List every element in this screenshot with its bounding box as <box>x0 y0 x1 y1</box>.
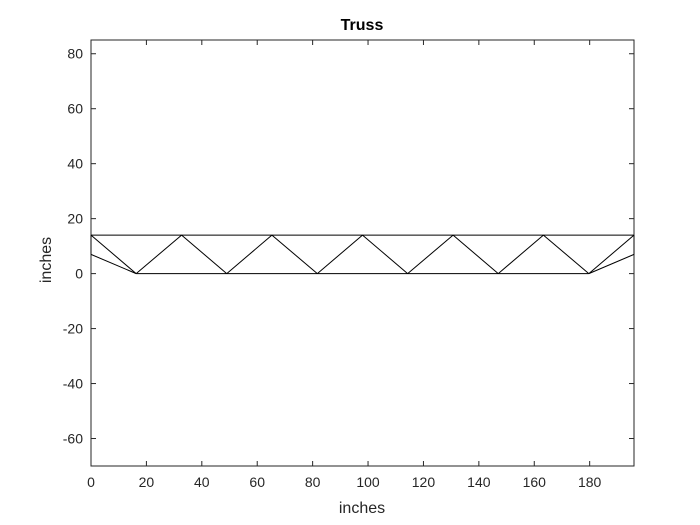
x-tick-label: 100 <box>356 474 380 490</box>
truss-member <box>226 234 273 274</box>
x-tick-label: 120 <box>412 474 436 490</box>
y-tick-label: 80 <box>67 46 83 62</box>
x-tick-label: 160 <box>523 474 547 490</box>
y-tick-label: -40 <box>63 376 83 392</box>
y-tick-label: 20 <box>67 211 83 227</box>
y-tick-label: -60 <box>63 431 83 447</box>
truss-member <box>271 234 318 274</box>
truss-member <box>90 253 137 275</box>
truss-member <box>317 234 363 274</box>
chart-title: Truss <box>341 17 384 34</box>
x-tick-label: 140 <box>467 474 491 490</box>
truss-member <box>181 234 228 274</box>
x-axis-label: inches <box>339 500 385 517</box>
x-tick-label: 20 <box>139 474 155 490</box>
plot-area: 0 20 40 60 80 100 120 140 160 180 -60 -40 -20 0 20 40 60… <box>63 39 635 490</box>
truss-member <box>452 234 499 274</box>
truss-member <box>588 234 635 274</box>
x-tick-label: 0 <box>87 474 95 490</box>
x-tick-label: 180 <box>578 474 602 490</box>
truss-member <box>497 234 544 274</box>
truss-member <box>588 253 635 275</box>
truss-member <box>543 234 590 274</box>
truss-member <box>90 234 137 274</box>
y-axis-label: inches <box>38 237 55 283</box>
x-tick-label: 40 <box>194 474 210 490</box>
y-tick-label: 40 <box>67 156 83 172</box>
truss-member <box>407 234 454 274</box>
x-tick-label: 60 <box>249 474 265 490</box>
y-tick-label: -20 <box>63 321 83 337</box>
y-tick-label: 60 <box>67 101 83 117</box>
truss-member <box>362 234 408 274</box>
y-tick-label: 0 <box>75 266 83 282</box>
x-tick-label: 80 <box>305 474 321 490</box>
truss-member <box>135 234 182 274</box>
